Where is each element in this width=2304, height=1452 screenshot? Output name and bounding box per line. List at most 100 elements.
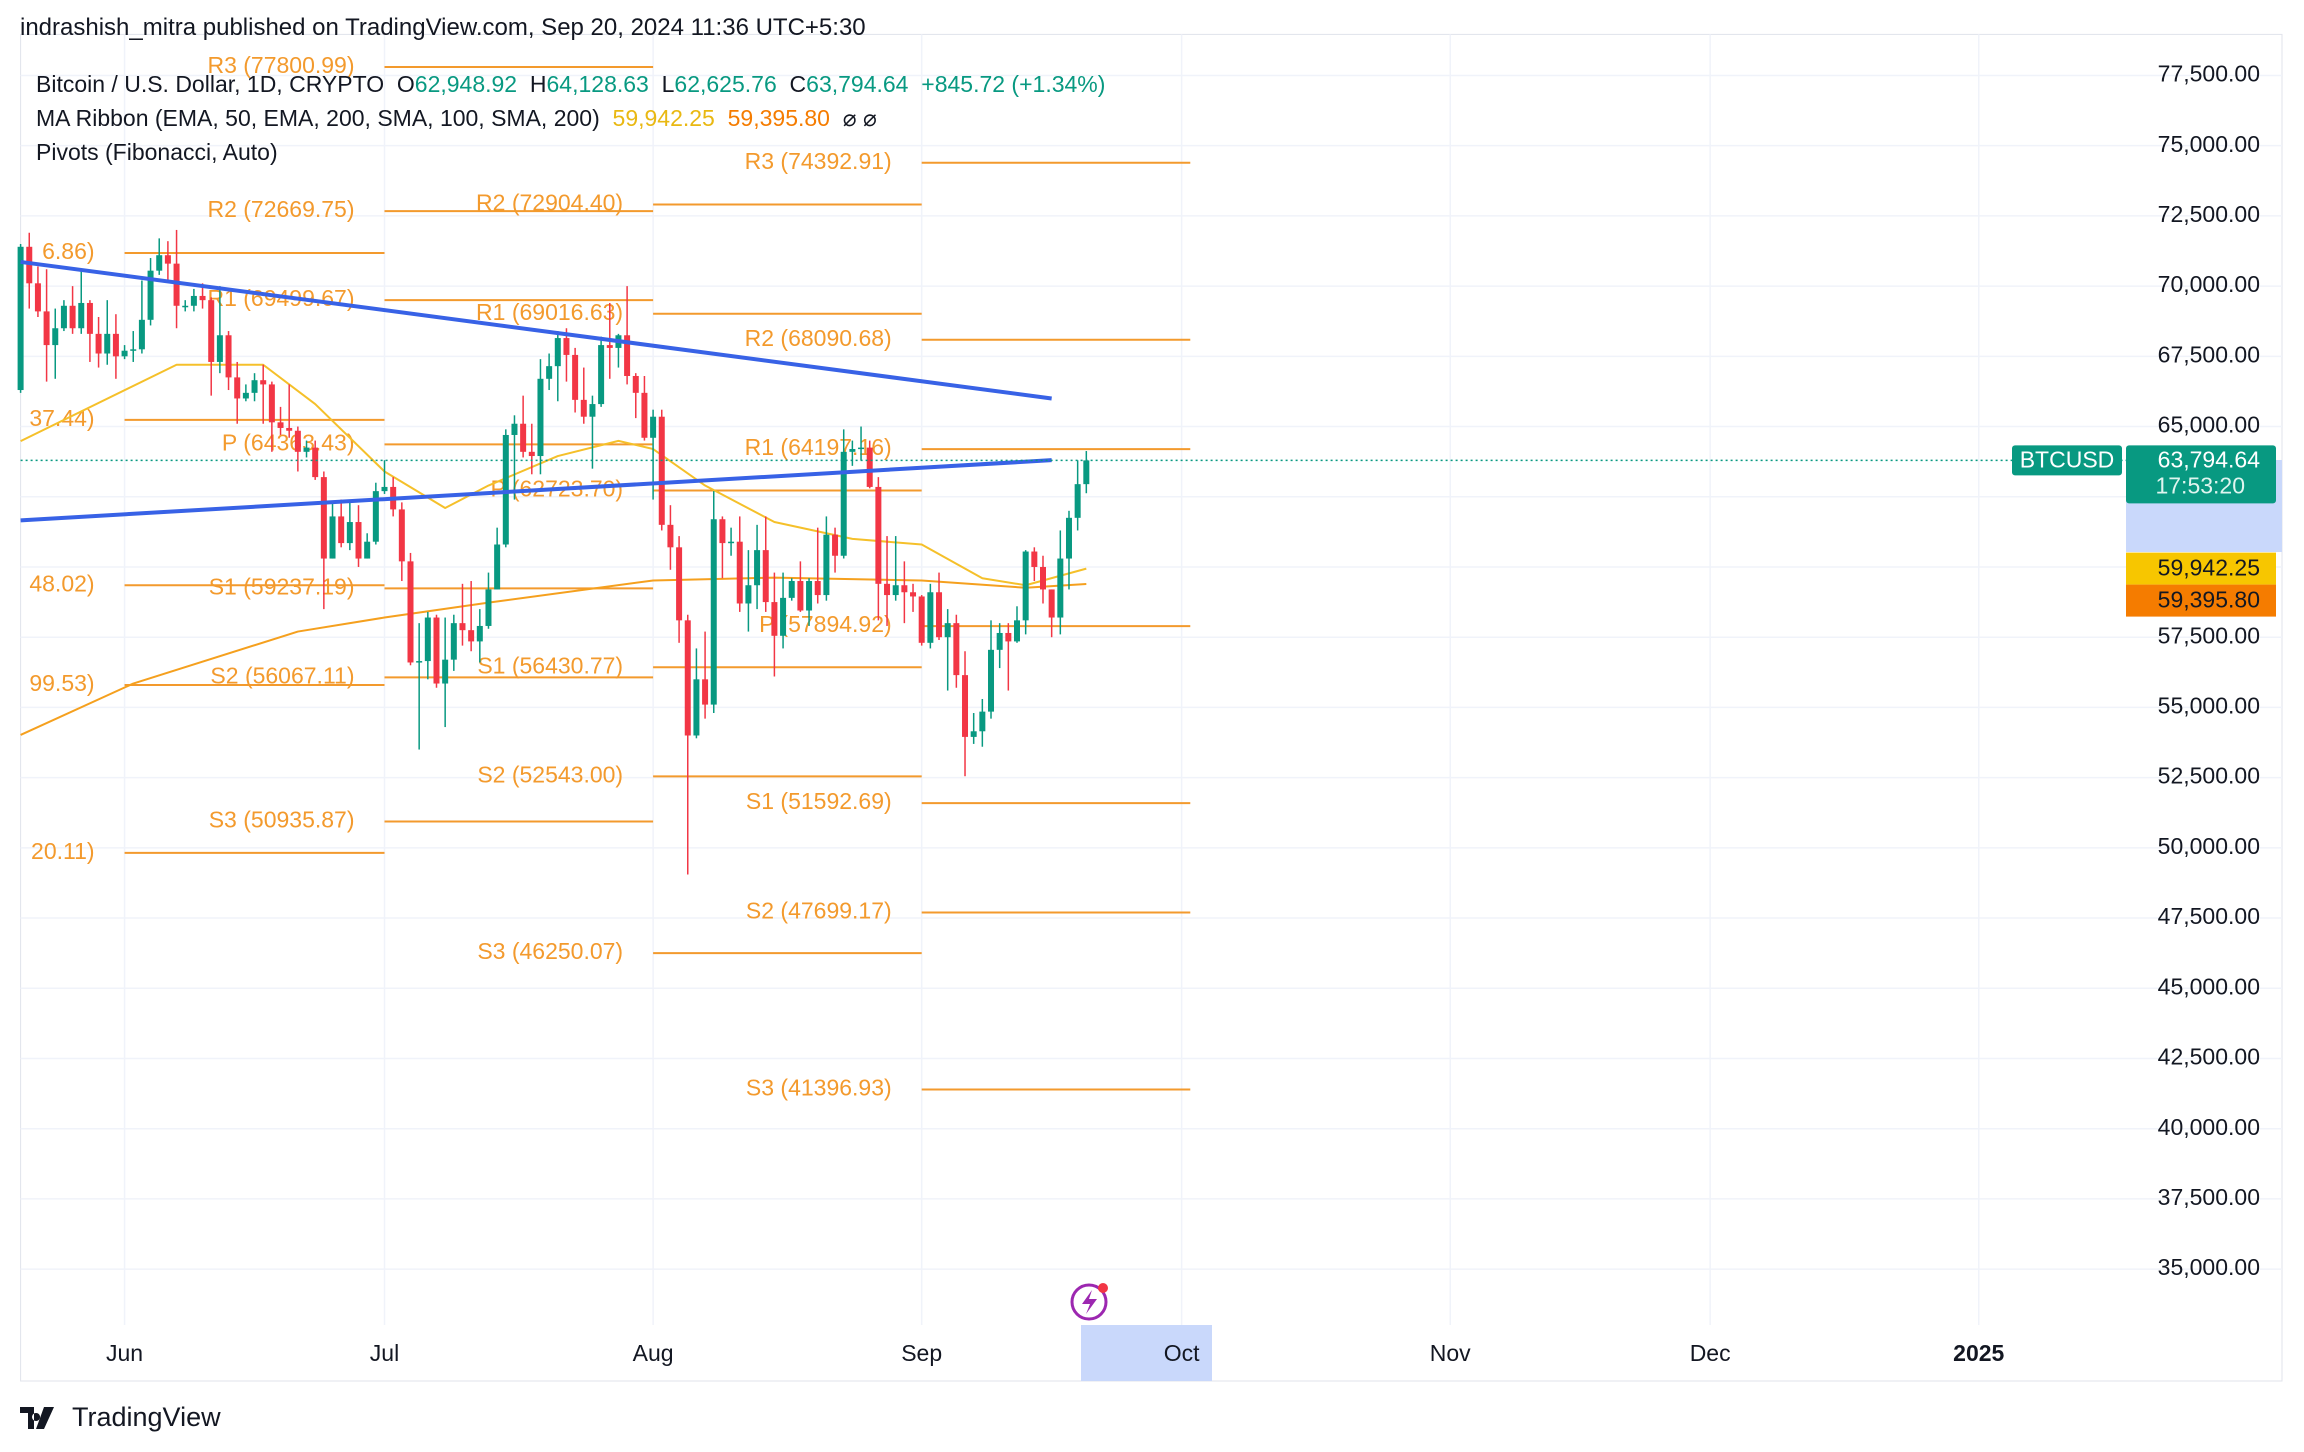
pivot-label: R3 (77800.99) xyxy=(207,52,354,78)
candle-body xyxy=(407,561,414,663)
candle-body xyxy=(1083,460,1090,485)
candle-body xyxy=(208,300,215,362)
ohlc-value: 63,794.64 xyxy=(806,71,909,97)
candle-body xyxy=(277,422,284,428)
candle-body xyxy=(580,399,587,417)
candle-body xyxy=(372,491,379,542)
candle-body xyxy=(650,416,657,438)
pivot-label: 6.86) xyxy=(42,238,94,264)
candle-body xyxy=(459,623,466,631)
candle-body xyxy=(1022,551,1029,621)
candle-body xyxy=(60,305,67,329)
candle-body xyxy=(216,335,223,362)
pivot-label: 48.02) xyxy=(29,570,94,596)
candle-body xyxy=(598,345,605,405)
candle-body xyxy=(528,451,535,457)
candle-body xyxy=(667,524,674,548)
pivot-label: P (57894.92) xyxy=(759,611,892,637)
candle-body xyxy=(34,283,41,312)
pivot-label: P (64363.43) xyxy=(222,430,355,456)
candle-body xyxy=(338,516,345,544)
candle-body xyxy=(494,544,501,590)
candle-body xyxy=(858,447,865,450)
y-tick-label: 40,000.00 xyxy=(2158,1114,2260,1140)
candle-body xyxy=(260,380,267,385)
x-tick-label: Jul xyxy=(370,1340,399,1366)
price-tag-label: 59,942.25 xyxy=(2158,555,2260,581)
candle-body xyxy=(563,338,570,355)
candle-body xyxy=(875,486,882,584)
candle-body xyxy=(936,592,943,638)
candle-body xyxy=(234,377,241,399)
y-tick-label: 55,000.00 xyxy=(2158,692,2260,718)
candle-body xyxy=(979,711,986,732)
last-price-label: 63,794.64 xyxy=(2158,446,2261,472)
candle-body xyxy=(849,449,856,452)
candle-body xyxy=(268,384,275,423)
legend-row: MA Ribbon (EMA, 50, EMA, 200, SMA, 100, … xyxy=(36,105,877,132)
candle-body xyxy=(884,583,891,596)
candle-body xyxy=(312,447,319,478)
candle-body xyxy=(147,270,154,320)
candle-body xyxy=(814,581,821,596)
candle-body xyxy=(225,335,232,378)
pivot-label: R2 (72669.75) xyxy=(207,196,354,222)
pivot-label: R2 (72904.40) xyxy=(476,190,623,216)
candle-body xyxy=(190,295,197,306)
candle-body xyxy=(511,423,518,435)
candle-body xyxy=(182,305,189,308)
countdown: 17:53:20 xyxy=(2155,472,2245,498)
pivot-label: S2 (52543.00) xyxy=(477,761,623,787)
candle-body xyxy=(892,585,899,596)
footer[interactable]: TradingView xyxy=(20,1402,221,1433)
candle-body xyxy=(866,447,873,487)
y-tick-label: 67,500.00 xyxy=(2158,341,2260,367)
candle-body xyxy=(112,333,119,357)
x-tick-label: 2025 xyxy=(1953,1340,2004,1366)
candle-body xyxy=(450,623,457,660)
candle-body xyxy=(381,486,388,492)
candle-body xyxy=(329,516,336,559)
time-highlight xyxy=(1081,1325,1212,1381)
candle-body xyxy=(771,602,778,636)
replay-icon-bolt xyxy=(1082,1290,1097,1314)
ma-icons[interactable]: ⌀ ⌀ xyxy=(842,105,877,131)
symbol-tag-text: BTCUSD xyxy=(2020,446,2115,472)
ohlc-key: C xyxy=(789,71,807,97)
pivot-label: S3 (41396.93) xyxy=(746,1075,892,1101)
pivot-label: S2 (47699.17) xyxy=(746,898,892,924)
candle-body xyxy=(589,404,596,417)
x-tick-label: Oct xyxy=(1164,1340,1200,1366)
candle-body xyxy=(52,328,59,346)
candle-body xyxy=(121,350,128,357)
y-tick-label: 65,000.00 xyxy=(2158,412,2260,438)
candle-body xyxy=(970,731,977,737)
candle-body xyxy=(286,427,293,431)
candle-body xyxy=(138,319,145,350)
price-tag xyxy=(2126,552,2276,585)
candle-body xyxy=(710,519,717,705)
pivot-label: S3 (50935.87) xyxy=(209,807,355,833)
candle-body xyxy=(1074,484,1081,518)
pivot-label: S3 (46250.07) xyxy=(477,938,623,964)
price-tag xyxy=(2126,584,2276,617)
candle-body xyxy=(1048,589,1055,618)
candle-body xyxy=(788,581,795,598)
symbol: Bitcoin / U.S. Dollar, 1D, CRYPTO xyxy=(36,71,385,97)
y-tick-label: 45,000.00 xyxy=(2158,973,2260,999)
candle-body xyxy=(641,392,648,438)
candle-body xyxy=(199,295,206,301)
y-tick-label: 37,500.00 xyxy=(2158,1184,2260,1210)
ma-value: 59,395.80 xyxy=(727,105,830,131)
candle-body xyxy=(944,623,951,638)
candle-body xyxy=(164,255,171,264)
candle-body xyxy=(823,534,830,596)
y-tick-label: 52,500.00 xyxy=(2158,763,2260,789)
x-tick-label: Dec xyxy=(1690,1340,1731,1366)
candle-body xyxy=(95,333,102,354)
candle-body xyxy=(606,345,613,348)
candle-body xyxy=(658,416,665,525)
x-tick-label: Aug xyxy=(633,1340,674,1366)
candle-body xyxy=(242,392,249,399)
candle-body xyxy=(624,335,631,376)
